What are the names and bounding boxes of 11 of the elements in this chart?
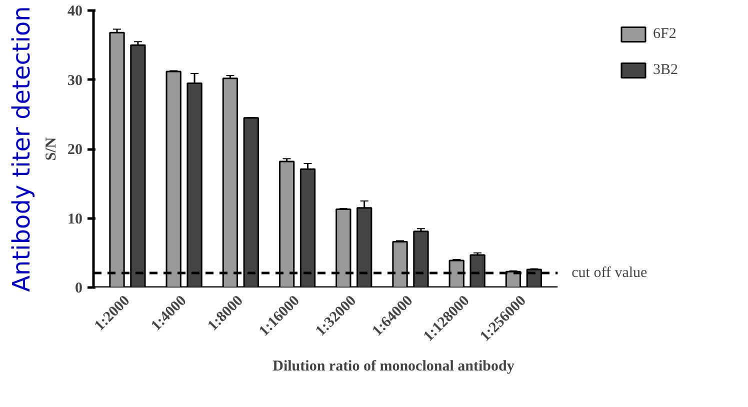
y-tick-label: 0 <box>75 280 82 296</box>
legend-label: 6F2 <box>652 26 676 42</box>
y-tick-label: 40 <box>68 4 82 20</box>
y-tick-label: 10 <box>68 211 82 228</box>
x-axis-title: Dilution ratio of monoclonal antibody <box>272 358 515 374</box>
y-tick-label: 30 <box>68 72 82 89</box>
legend-label: 3B2 <box>652 62 678 78</box>
y-axis-title: S/N <box>44 137 60 161</box>
ref-line-label: cut off value <box>572 264 648 281</box>
text: Antibody titer detection <box>8 6 36 292</box>
y-tick-label: 20 <box>68 142 82 158</box>
